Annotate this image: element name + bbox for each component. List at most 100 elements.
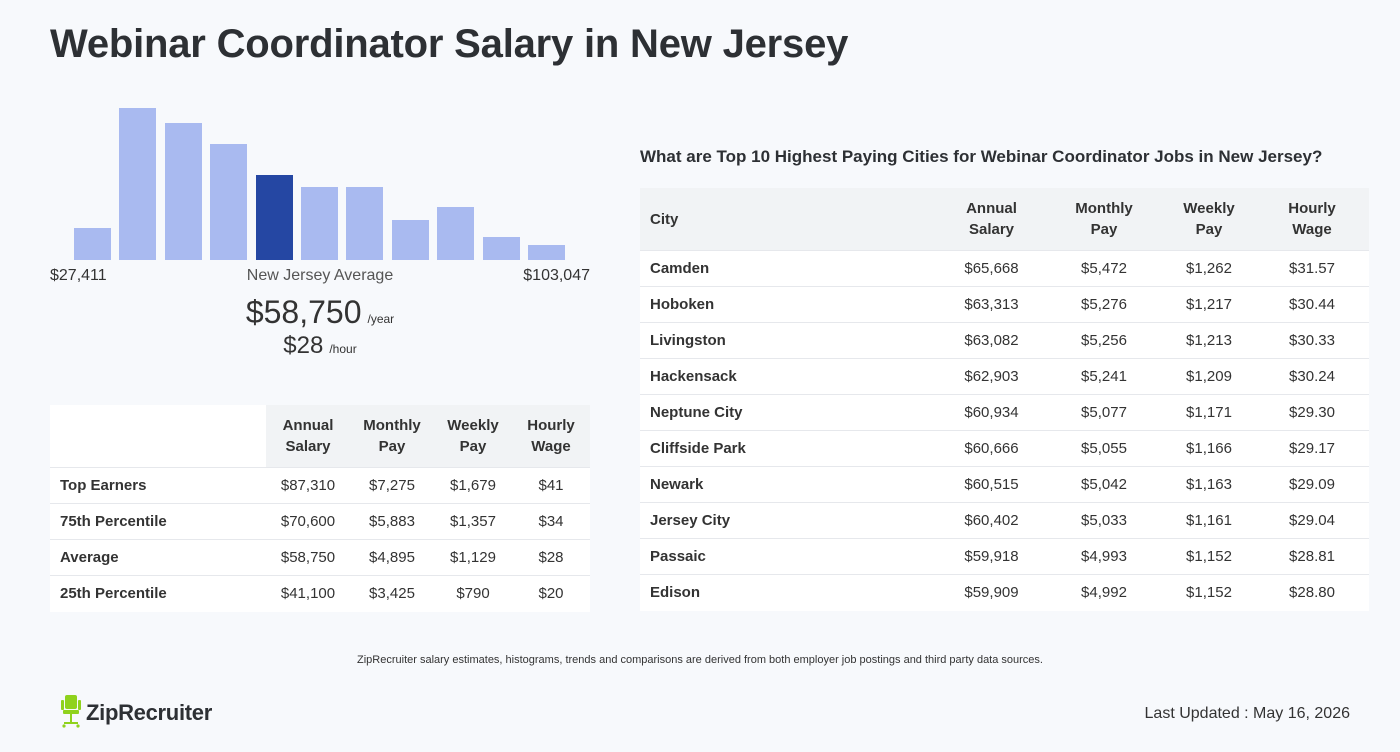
percentile-table: Annual Salary Monthly Pay Weekly Pay Hourly…	[50, 405, 590, 612]
hourly-cell: $30.44	[1255, 286, 1369, 323]
table-row: Top Earners $87,310 $7,275 $1,679 $41	[50, 467, 590, 504]
row-label: 75th Percentile	[50, 503, 266, 540]
table-row: Jersey City $60,402 $5,033 $1,161 $29.04	[640, 502, 1369, 539]
monthly-cell: $5,241	[1045, 358, 1163, 395]
table-row: Livingston $63,082 $5,256 $1,213 $30.33	[640, 322, 1369, 359]
last-updated: Last Updated : May 16, 2026	[1144, 705, 1350, 722]
percentile-header-row: Annual Salary Monthly Pay Weekly Pay Hourly…	[50, 405, 590, 468]
annual-amount: $58,750	[245, 294, 362, 330]
hourly-cell: $30.33	[1255, 322, 1369, 359]
weekly-cell: $1,217	[1163, 286, 1255, 323]
histogram-min-label: $27,411	[50, 267, 107, 284]
brand-name: ZipRecruiter	[86, 700, 212, 725]
table-row: Edison $59,909 $4,992 $1,152 $28.80	[640, 574, 1369, 611]
top-cities-table: City Annual Salary Monthly Pay Weekly Pay H…	[640, 188, 1369, 611]
table-row: 25th Percentile $41,100 $3,425 $790 $20	[50, 575, 590, 612]
hourly-cell: $28.81	[1255, 538, 1369, 575]
annual-cell: $60,402	[938, 502, 1045, 539]
weekly-cell: $1,171	[1163, 394, 1255, 431]
table-row: Neptune City $60,934 $5,077 $1,171 $29.30	[640, 394, 1369, 431]
monthly-cell: $7,275	[350, 467, 434, 504]
city-name: Livingston	[640, 322, 938, 359]
histogram-bar	[164, 123, 202, 260]
annual-cell: $70,600	[266, 503, 350, 540]
hourly-cell: $31.57	[1255, 250, 1369, 287]
histogram-bar	[482, 237, 520, 260]
hourly-cell: $41	[512, 467, 590, 504]
header-weekly-pay: Weekly Pay	[1163, 188, 1255, 251]
histogram-bar	[74, 228, 111, 260]
annual-cell: $59,918	[938, 538, 1045, 575]
city-name: Newark	[640, 466, 938, 503]
header-city: City	[640, 188, 938, 251]
monthly-cell: $5,042	[1045, 466, 1163, 503]
header-annual-salary: Annual Salary	[266, 405, 350, 468]
city-name: Jersey City	[640, 502, 938, 539]
hourly-cell: $29.17	[1255, 430, 1369, 467]
weekly-cell: $1,213	[1163, 322, 1255, 359]
row-label: Average	[50, 539, 266, 576]
data-source-note: ZipRecruiter salary estimates, histogram…	[357, 654, 1043, 666]
hourly-cell: $28.80	[1255, 574, 1369, 611]
annual-cell: $58,750	[266, 539, 350, 576]
hourly-cell: $34	[512, 503, 590, 540]
weekly-cell: $790	[434, 575, 512, 612]
annual-unit: /year	[367, 312, 395, 326]
weekly-cell: $1,209	[1163, 358, 1255, 395]
table-row: Hoboken $63,313 $5,276 $1,217 $30.44	[640, 286, 1369, 323]
annual-cell: $59,909	[938, 574, 1045, 611]
histogram-bar	[119, 108, 157, 260]
annual-cell: $63,082	[938, 322, 1045, 359]
hourly-cell: $30.24	[1255, 358, 1369, 395]
city-name: Passaic	[640, 538, 938, 575]
monthly-cell: $5,883	[350, 503, 434, 540]
city-name: Hackensack	[640, 358, 938, 395]
weekly-cell: $1,357	[434, 503, 512, 540]
annual-cell: $63,313	[938, 286, 1045, 323]
city-name: Camden	[640, 250, 938, 287]
annual-cell: $87,310	[266, 467, 350, 504]
monthly-cell: $5,077	[1045, 394, 1163, 431]
header-monthly-pay: Monthly Pay	[350, 405, 434, 468]
weekly-cell: $1,679	[434, 467, 512, 504]
monthly-cell: $5,256	[1045, 322, 1163, 359]
header-monthly-pay: Monthly Pay	[1045, 188, 1163, 251]
chair-icon	[60, 694, 82, 733]
header-hourly-wage: Hourly Wage	[1255, 188, 1369, 251]
histogram-bar	[301, 187, 338, 260]
annual-cell: $60,666	[938, 430, 1045, 467]
row-label: Top Earners	[50, 467, 266, 504]
hourly-cell: $28	[512, 539, 590, 576]
page-title: Webinar Coordinator Salary in New Jersey	[50, 22, 849, 66]
header-hourly-wage: Hourly Wage	[512, 405, 590, 468]
monthly-cell: $5,033	[1045, 502, 1163, 539]
city-rows: Camden $65,668 $5,472 $1,262 $31.57 Hoboken $6…	[640, 250, 1369, 611]
hourly-cell: $29.04	[1255, 502, 1369, 539]
city-name: Hoboken	[640, 286, 938, 323]
weekly-cell: $1,152	[1163, 538, 1255, 575]
table-row: 75th Percentile $70,600 $5,883 $1,357 $3…	[50, 503, 590, 540]
histogram-bar	[437, 207, 475, 260]
histogram-average-label: New Jersey Average	[246, 267, 394, 284]
weekly-cell: $1,129	[434, 539, 512, 576]
table-row: Cliffside Park $60,666 $5,055 $1,166 $29.17	[640, 430, 1369, 467]
annual-cell: $41,100	[266, 575, 350, 612]
top-cities-heading: What are Top 10 Highest Paying Cities fo…	[640, 147, 1323, 166]
histogram-max-label: $103,047	[523, 267, 590, 284]
histogram-bar	[391, 220, 429, 260]
city-name: Neptune City	[640, 394, 938, 431]
header-weekly-pay: Weekly Pay	[434, 405, 512, 468]
histogram-bar	[346, 187, 384, 260]
weekly-cell: $1,166	[1163, 430, 1255, 467]
city-header-row: City Annual Salary Monthly Pay Weekly Pay H…	[640, 188, 1369, 251]
annual-cell: $60,934	[938, 394, 1045, 431]
table-row: Camden $65,668 $5,472 $1,262 $31.57	[640, 250, 1369, 287]
weekly-cell: $1,161	[1163, 502, 1255, 539]
hourly-cell: $20	[512, 575, 590, 612]
monthly-cell: $4,895	[350, 539, 434, 576]
weekly-cell: $1,152	[1163, 574, 1255, 611]
histogram-bar	[528, 245, 565, 260]
ziprecruiter-logo[interactable]: ZipRecruiter	[60, 694, 212, 733]
hourly-cell: $29.30	[1255, 394, 1369, 431]
